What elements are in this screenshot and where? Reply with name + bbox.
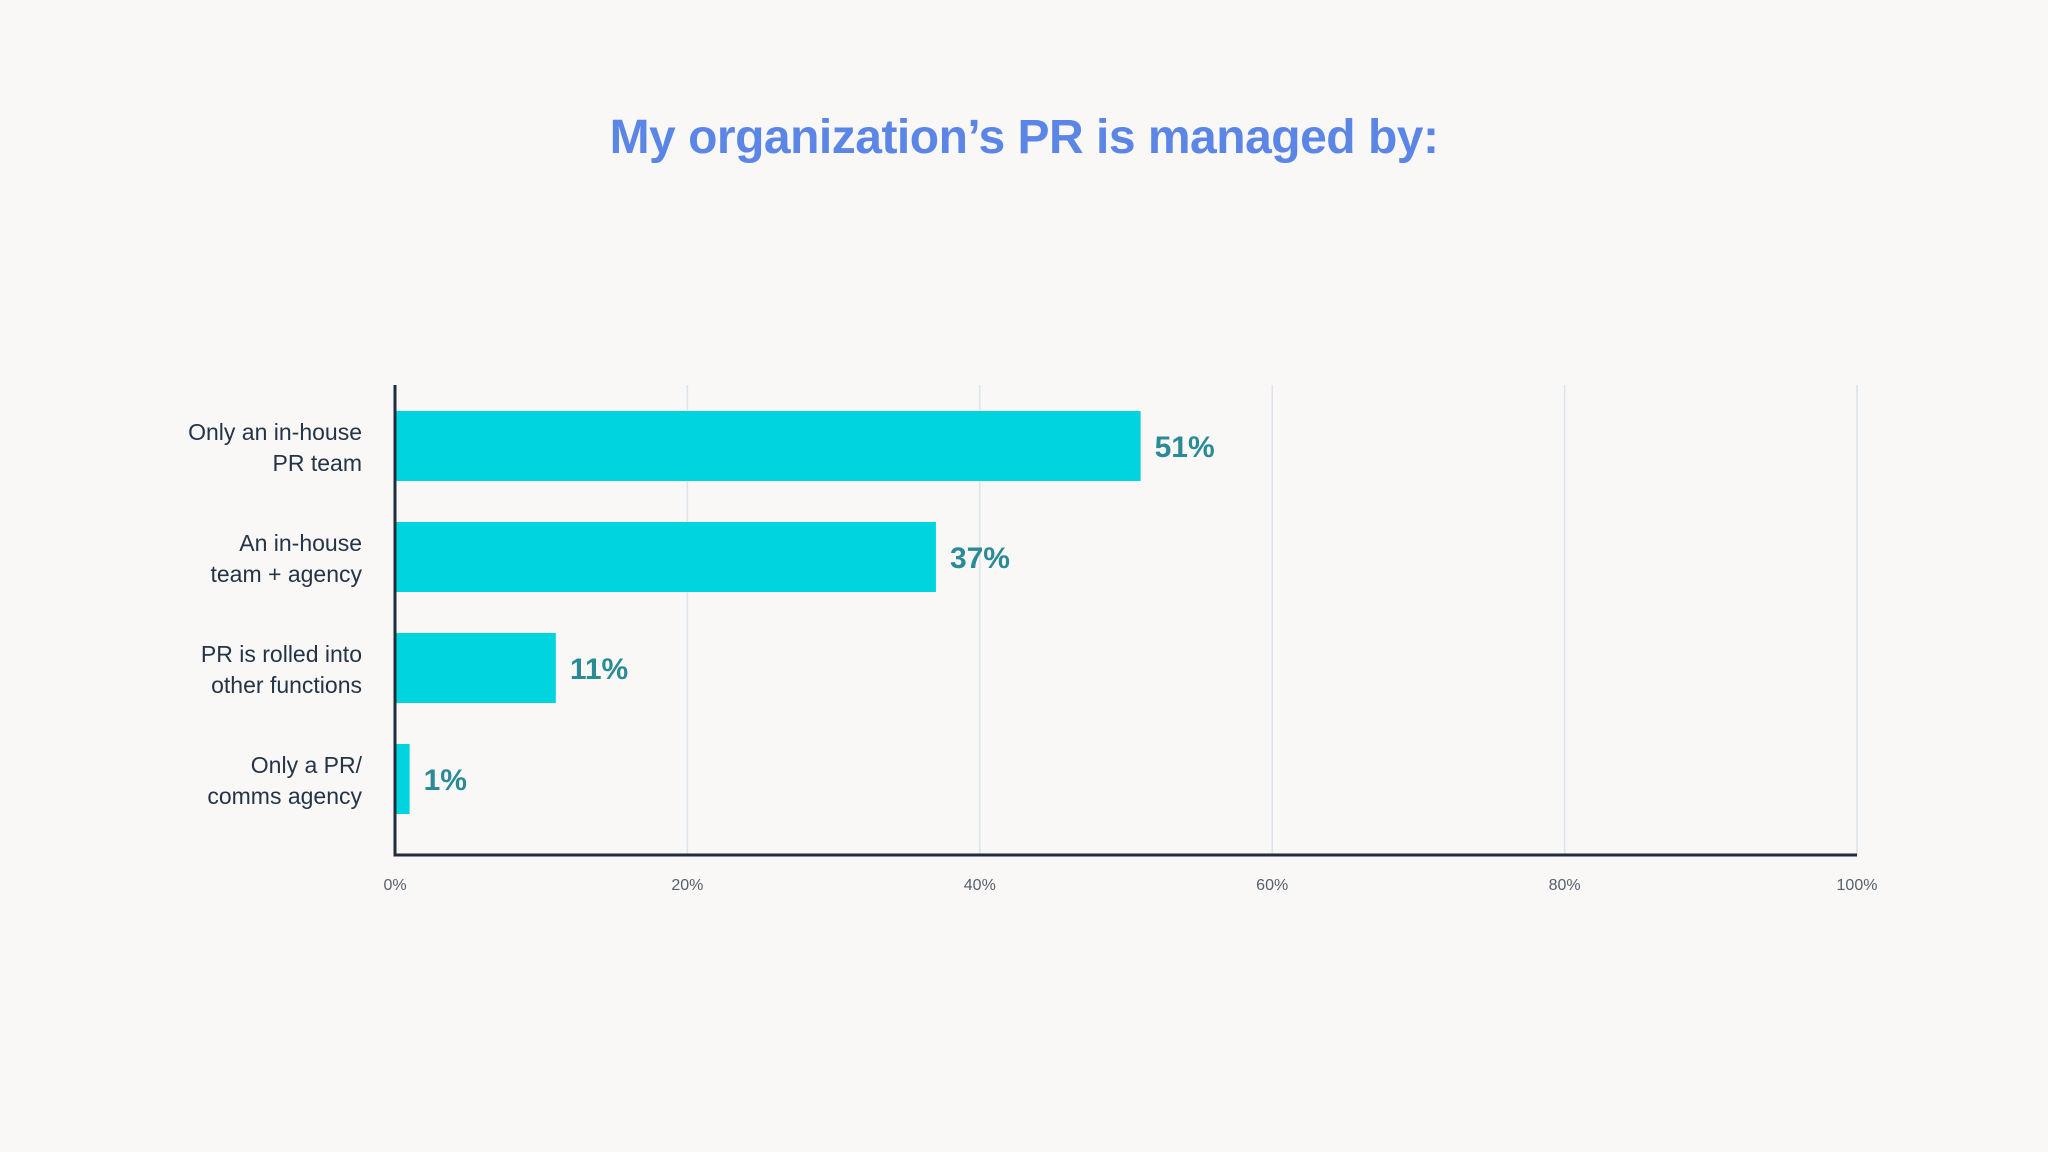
category-label: comms agency xyxy=(207,783,362,809)
chart-title: My organization’s PR is managed by: xyxy=(609,111,1439,164)
data-label: 11% xyxy=(570,653,628,686)
bar xyxy=(395,633,556,703)
category-label: PR team xyxy=(273,450,362,476)
x-tick-label: 60% xyxy=(1256,877,1288,894)
x-tick-label: 100% xyxy=(1837,877,1878,894)
data-label: 51% xyxy=(1155,431,1215,464)
category-label: other functions xyxy=(211,672,362,698)
x-tick-label: 40% xyxy=(964,877,996,894)
x-tick-label: 80% xyxy=(1549,877,1581,894)
bar xyxy=(395,411,1141,481)
category-label: Only a PR/ xyxy=(251,752,363,778)
bar xyxy=(395,744,410,814)
bars xyxy=(395,411,1141,814)
data-label: 1% xyxy=(424,764,467,797)
x-tick-label: 0% xyxy=(383,877,406,894)
axes xyxy=(393,385,1857,857)
category-label: team + agency xyxy=(210,561,362,587)
data-label: 37% xyxy=(950,542,1010,575)
category-label: Only an in-house xyxy=(188,419,362,445)
x-tick-label: 20% xyxy=(671,877,703,894)
category-label: An in-house xyxy=(239,530,362,556)
labels: 0% 20% 40% 60% 80% 100% 51% Only an in-house PR … xyxy=(188,419,1877,894)
category-label: PR is rolled into xyxy=(201,641,362,667)
bar xyxy=(395,522,936,592)
